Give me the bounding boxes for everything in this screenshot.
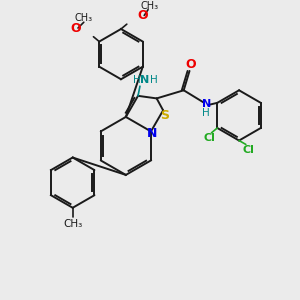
Text: N: N — [202, 99, 211, 109]
Text: O: O — [71, 22, 81, 34]
Text: O: O — [185, 58, 196, 71]
Text: H: H — [133, 75, 141, 85]
Text: H: H — [202, 107, 210, 118]
Text: Cl: Cl — [243, 145, 255, 155]
Text: H: H — [150, 75, 158, 85]
Text: N: N — [147, 127, 157, 140]
Text: O: O — [137, 9, 148, 22]
Text: S: S — [160, 109, 169, 122]
Text: CH₃: CH₃ — [141, 1, 159, 11]
Text: CH₃: CH₃ — [75, 14, 93, 23]
Text: CH₃: CH₃ — [63, 219, 82, 229]
Text: N: N — [140, 75, 149, 85]
Text: Cl: Cl — [204, 133, 215, 142]
